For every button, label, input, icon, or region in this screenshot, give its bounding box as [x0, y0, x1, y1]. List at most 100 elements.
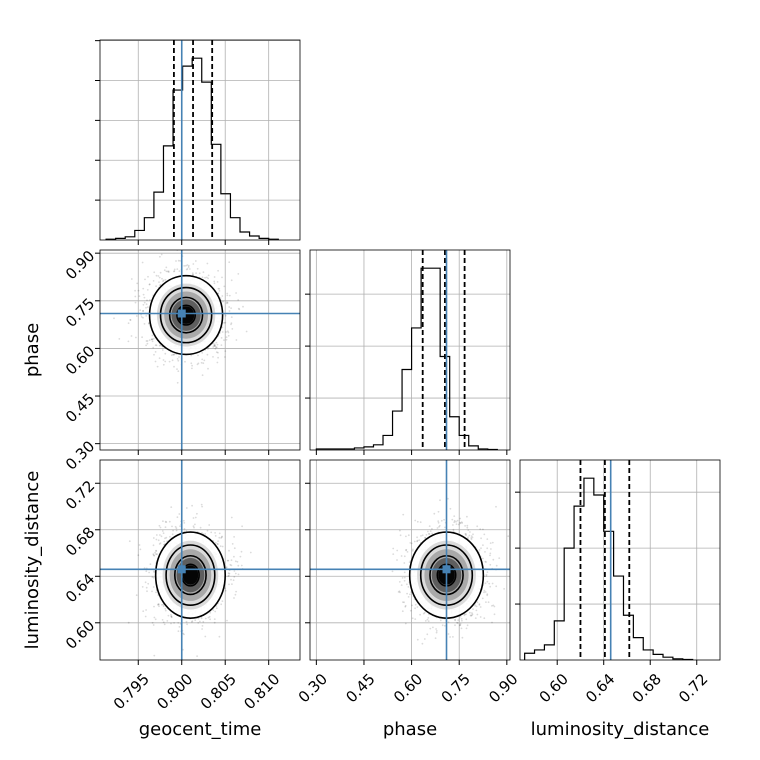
sample-point [146, 340, 149, 342]
sample-point [459, 624, 461, 627]
sample-point [163, 269, 166, 272]
sample-point [439, 499, 441, 502]
sample-point [185, 507, 188, 509]
sample-point [423, 638, 426, 640]
sample-point [155, 285, 158, 288]
sample-point [402, 513, 405, 516]
sample-point [158, 344, 161, 347]
sample-point [175, 527, 178, 530]
sample-point [185, 620, 188, 623]
sample-point [484, 582, 487, 585]
sample-point [207, 277, 210, 280]
sample-point [224, 356, 226, 358]
sample-point [206, 529, 209, 532]
sample-point [396, 559, 398, 561]
sample-point [153, 605, 155, 608]
sample-point [218, 536, 221, 539]
sample-point [470, 615, 472, 617]
sample-point [447, 633, 450, 635]
sample-point [467, 536, 469, 539]
sample-point [151, 334, 154, 337]
sample-point [148, 283, 151, 286]
sample-point [471, 536, 474, 539]
sample-point [151, 340, 154, 343]
sample-point [225, 336, 228, 339]
sample-point [201, 628, 204, 630]
sample-point [153, 271, 156, 274]
sample-point [145, 586, 148, 589]
sample-point [455, 523, 458, 525]
sample-point [403, 601, 405, 604]
sample-point [177, 370, 180, 373]
sample-point [197, 354, 199, 357]
sample-point [162, 363, 165, 366]
sample-point [230, 279, 233, 282]
x-tick-label: 0.810 [240, 670, 283, 713]
sample-point [166, 270, 169, 273]
sample-point [459, 623, 462, 625]
sample-point [135, 315, 138, 317]
y-tick-label: 0.75 [62, 294, 98, 330]
sample-point [142, 309, 145, 312]
sample-point [163, 623, 166, 626]
sample-point [152, 337, 155, 340]
sample-point [461, 522, 464, 524]
sample-point [170, 615, 173, 618]
sample-point [391, 570, 394, 573]
sample-point [190, 354, 193, 357]
sample-point [454, 618, 456, 621]
sample-point [471, 614, 473, 617]
sample-point [408, 561, 411, 563]
sample-point [134, 289, 137, 292]
sample-point [214, 345, 216, 347]
sample-point [213, 344, 216, 347]
sample-point [127, 621, 130, 624]
sample-point [157, 539, 160, 542]
sample-point [201, 358, 204, 361]
sample-point [185, 268, 188, 271]
sample-point [225, 338, 228, 341]
sample-point [486, 594, 489, 597]
sample-point [230, 559, 233, 562]
sample-point [460, 627, 463, 630]
sample-point [221, 331, 224, 333]
sample-point [202, 271, 205, 274]
sample-point [220, 536, 223, 538]
sample-point [143, 301, 146, 304]
contour-line [159, 286, 213, 344]
sample-point [172, 529, 175, 532]
x-axis-label-luminosity_distance: luminosity_distance [531, 719, 710, 740]
sample-point [427, 620, 430, 622]
sample-point [457, 523, 460, 526]
sample-point [405, 549, 407, 552]
sample-point [412, 548, 414, 551]
sample-point [165, 266, 168, 269]
sample-point [434, 637, 437, 640]
sample-point [470, 538, 473, 541]
sample-point [213, 621, 216, 624]
sample-point [158, 603, 160, 606]
sample-point [192, 273, 194, 276]
sample-point [164, 607, 167, 610]
y-tick-label: 0.90 [62, 247, 98, 283]
sample-point [495, 585, 498, 588]
sample-point [213, 343, 216, 346]
sample-point [404, 605, 407, 608]
sample-point [233, 576, 236, 578]
sample-point [225, 331, 228, 333]
sample-point [141, 261, 144, 264]
sample-point [436, 527, 439, 529]
sample-point [456, 621, 458, 624]
sample-point [471, 612, 473, 614]
sample-point [139, 548, 142, 551]
sample-point [233, 570, 236, 572]
y-axis-label-phase: phase [22, 323, 43, 377]
sample-point [219, 545, 222, 548]
sample-point [147, 275, 149, 278]
sample-point [162, 359, 165, 361]
sample-point [162, 280, 164, 283]
sample-point [224, 589, 227, 592]
sample-point [221, 535, 224, 538]
sample-point [454, 624, 456, 627]
sample-point [466, 515, 468, 518]
